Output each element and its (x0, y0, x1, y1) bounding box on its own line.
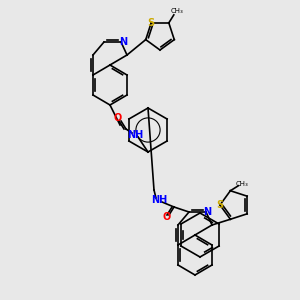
Text: O: O (114, 113, 122, 123)
Text: CH₃: CH₃ (170, 8, 183, 14)
Text: N: N (119, 37, 127, 47)
Text: S: S (148, 18, 155, 28)
Text: NH: NH (127, 130, 143, 140)
Text: CH₃: CH₃ (236, 181, 249, 187)
Text: S: S (216, 200, 224, 210)
Text: NH: NH (151, 195, 167, 205)
Text: O: O (163, 212, 171, 222)
Text: N: N (203, 207, 211, 217)
